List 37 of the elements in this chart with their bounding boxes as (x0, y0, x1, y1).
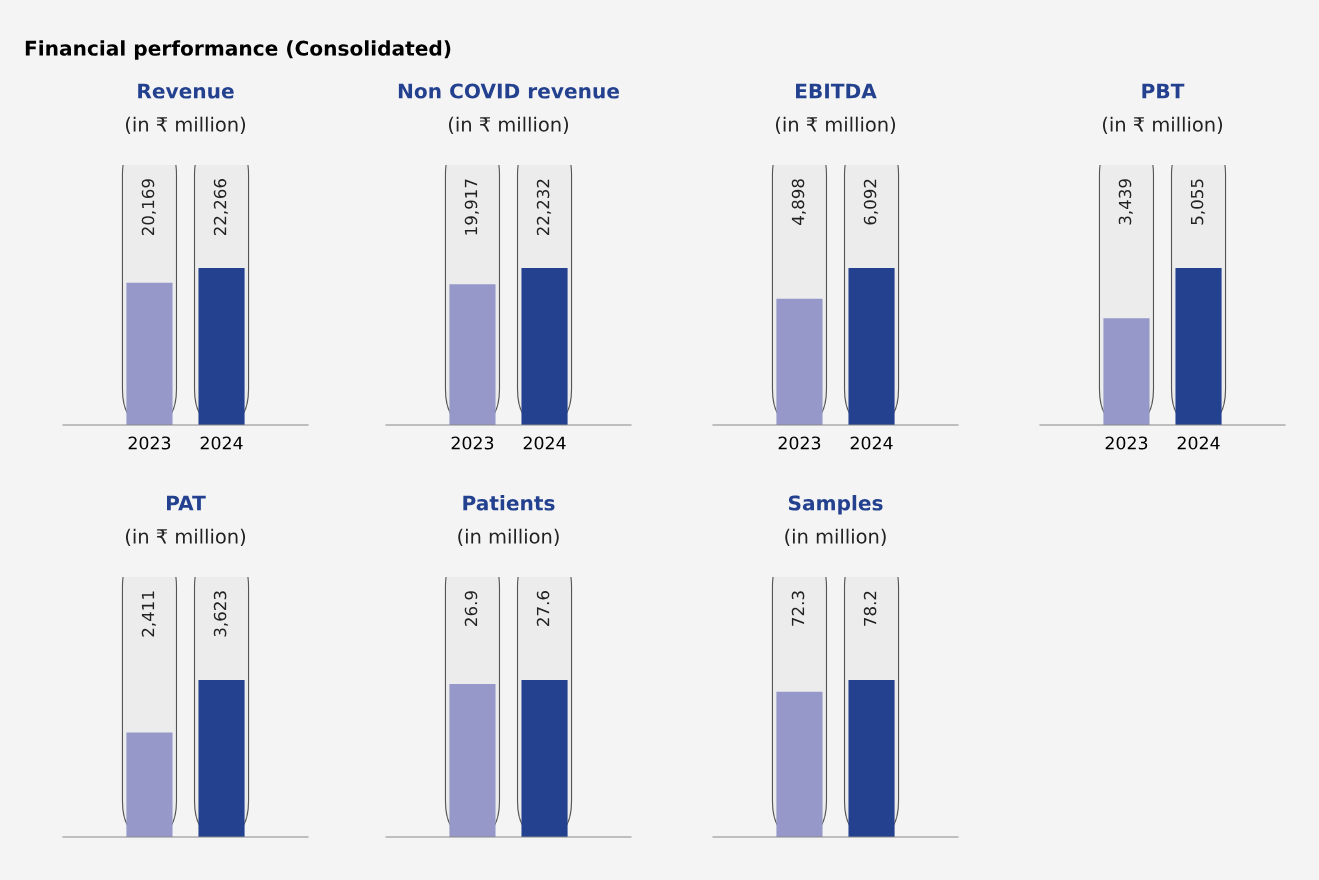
data-label: 26.9 (464, 591, 478, 626)
chart-title: Revenue (138, 83, 234, 99)
chart-subtitle: (in ₹ million) (448, 116, 569, 135)
chart-subtitle: (in ₹ million) (125, 528, 246, 547)
x-tick-label: 2024 (1177, 436, 1220, 450)
data-label: 4,898 (791, 179, 807, 225)
chart-subtitle: (in ₹ million) (775, 116, 896, 135)
data-label: 72.3 (791, 591, 805, 626)
chart-subtitle: (in million) (785, 528, 886, 547)
chart-title: Samples (788, 495, 883, 515)
chart-subtitle: (in ₹ million) (125, 116, 246, 135)
data-label: 2,411 (141, 591, 157, 637)
data-label: 22,232 (536, 179, 552, 236)
chart-title: PAT (167, 495, 206, 511)
x-tick-label: 2023 (451, 436, 494, 450)
data-label: 27.6 (536, 591, 550, 626)
data-label: 3,623 (213, 591, 229, 637)
data-label: 19,917 (464, 179, 480, 235)
data-label: 20,169 (141, 179, 157, 236)
chart-subtitle: (in million) (458, 528, 559, 547)
data-label: 6,092 (863, 179, 879, 225)
text: Financial performance (Consolidated) (25, 40, 451, 60)
x-tick-label: 2024 (200, 436, 243, 450)
x-tick-label: 2024 (523, 436, 566, 450)
data-label: 3,439 (1118, 179, 1134, 225)
x-tick-label: 2023 (128, 436, 171, 450)
chart-subtitle: (in ₹ million) (1102, 116, 1223, 135)
chart-title: Patients (463, 495, 555, 511)
chart-title: EBITDA (796, 83, 877, 99)
x-tick-label: 2024 (850, 436, 893, 450)
data-label: 22,266 (213, 179, 229, 236)
data-label: 5,055 (1190, 179, 1206, 225)
chart-title: Non COVID revenue (398, 83, 619, 99)
data-label: 78.2 (863, 591, 877, 626)
x-tick-label: 2023 (778, 436, 821, 450)
chart-title: PBT (1142, 83, 1185, 99)
x-tick-label: 2023 (1105, 436, 1148, 450)
